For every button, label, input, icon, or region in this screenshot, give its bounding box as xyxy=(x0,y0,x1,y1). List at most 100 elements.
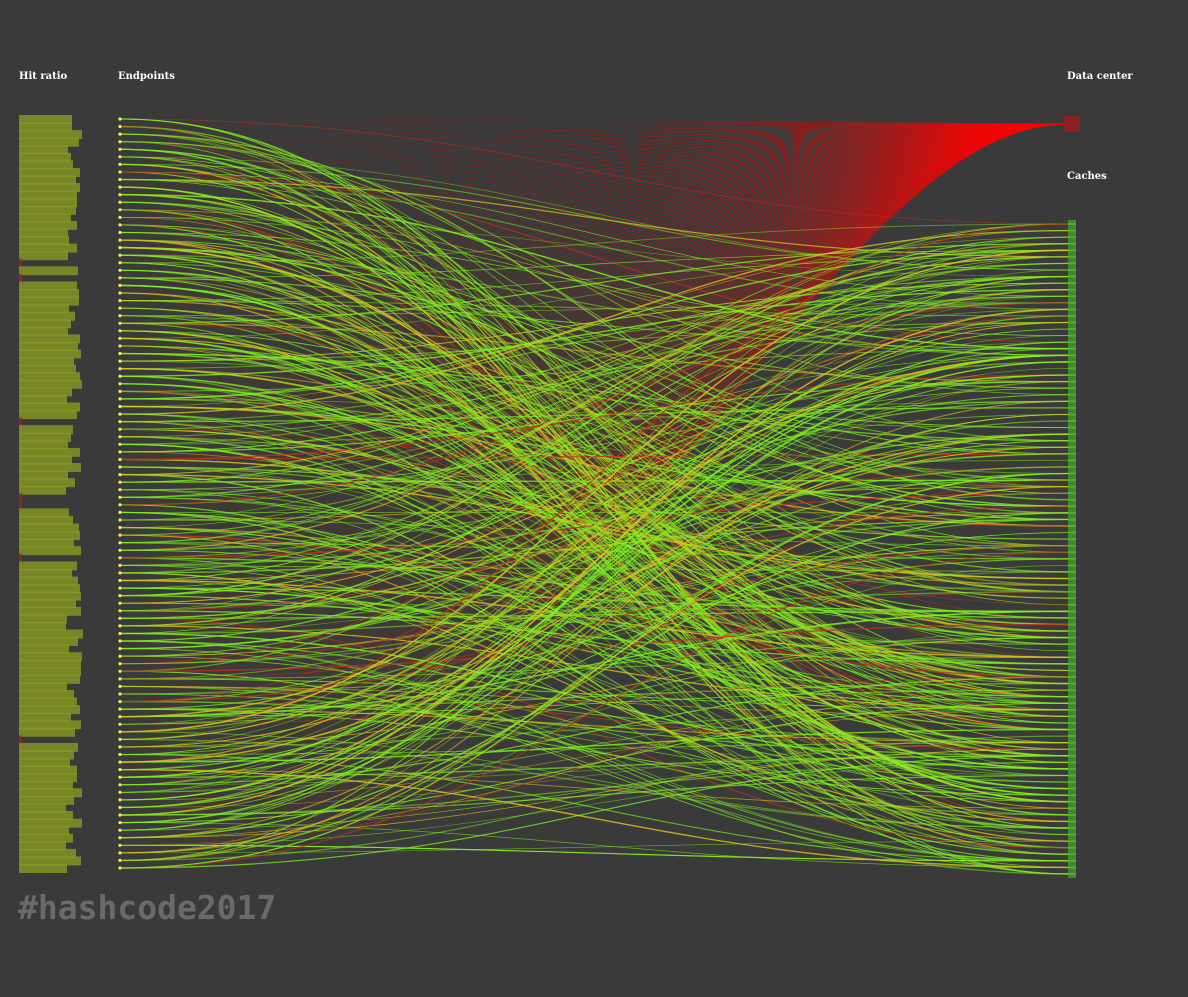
hit-ratio-bar xyxy=(19,198,77,208)
cache-node xyxy=(1068,275,1076,278)
endpoint-node xyxy=(118,223,122,227)
cache-node xyxy=(1068,282,1076,285)
cache-node xyxy=(1068,800,1076,803)
cache-node xyxy=(1068,853,1076,856)
cache-link xyxy=(119,479,1071,567)
hit-ratio-bar xyxy=(19,334,80,344)
hit-ratio-bar xyxy=(19,220,77,230)
cache-link xyxy=(119,433,1071,763)
hit-ratio-bar xyxy=(19,152,71,162)
hit-ratio-bar xyxy=(19,251,68,261)
cache-node xyxy=(1068,623,1076,626)
cache-node xyxy=(1068,846,1076,849)
hit-ratio-bar xyxy=(19,311,75,321)
cache-link xyxy=(119,141,1071,488)
cache-node xyxy=(1068,406,1076,409)
hit-ratio-bar xyxy=(19,629,83,639)
cache-link xyxy=(119,276,1071,808)
hit-ratio-bar xyxy=(19,500,22,510)
hit-ratio-bar xyxy=(19,864,67,873)
cache-link xyxy=(119,762,1071,846)
cache-node xyxy=(1068,748,1076,751)
hit-ratio-bar xyxy=(19,326,68,336)
hit-ratio-bar xyxy=(19,652,82,662)
cache-node xyxy=(1068,544,1076,547)
cache-link xyxy=(119,256,1071,476)
cache-link xyxy=(119,421,1071,868)
data-center-link xyxy=(119,123,1067,128)
cache-link xyxy=(119,224,1071,875)
cache-link xyxy=(119,321,1071,362)
cache-node xyxy=(1068,571,1076,573)
hit-ratio-bar xyxy=(19,168,80,177)
endpoint-node xyxy=(118,140,122,144)
hit-ratio-bar xyxy=(19,690,74,699)
cache-node xyxy=(1068,347,1076,350)
cache-link xyxy=(119,171,1071,343)
hit-ratio-bar xyxy=(19,727,75,737)
cache-link xyxy=(119,532,1071,778)
cache-node xyxy=(1068,242,1076,245)
endpoint-node xyxy=(118,563,122,568)
cache-node xyxy=(1068,597,1076,600)
cache-link xyxy=(119,230,1071,521)
hit-ratio-bar xyxy=(19,750,74,760)
endpoint-node xyxy=(118,321,122,325)
cache-node xyxy=(1068,328,1076,331)
cache-link xyxy=(119,229,1071,415)
cache-link xyxy=(119,223,1071,264)
endpoint-node xyxy=(118,866,122,870)
cache-link xyxy=(119,466,1071,612)
cache-node xyxy=(1068,288,1076,291)
cache-node xyxy=(1068,781,1076,784)
cache-nodes xyxy=(1068,223,1076,875)
cache-node xyxy=(1068,813,1076,816)
endpoint-node xyxy=(118,851,122,855)
endpoint-node xyxy=(118,631,122,636)
cache-node xyxy=(1068,557,1076,560)
cache-link xyxy=(119,696,1071,793)
endpoint-node xyxy=(118,722,122,726)
endpoint-node xyxy=(118,654,122,658)
hit-ratio-bar xyxy=(19,841,66,851)
hit-ratio-bar xyxy=(19,516,73,525)
hit-ratio-bar xyxy=(19,553,22,563)
cache-link xyxy=(119,341,1071,809)
cache-link xyxy=(119,735,1071,862)
hit-ratio-bar xyxy=(19,788,82,798)
endpoint-node xyxy=(118,775,122,779)
hit-ratio-bar xyxy=(19,848,76,858)
endpoint-node xyxy=(118,367,122,371)
endpoint-node xyxy=(118,495,122,499)
cache-link xyxy=(119,485,1071,854)
cache-node xyxy=(1068,564,1076,567)
cache-link xyxy=(119,630,1071,793)
hit-ratio-bar xyxy=(19,266,78,276)
cache-node xyxy=(1068,360,1076,363)
cache-link xyxy=(119,505,1071,665)
endpoint-node xyxy=(118,435,122,439)
endpoint-node xyxy=(118,760,122,764)
hit-ratio-bar xyxy=(19,637,78,646)
hit-ratio-bars xyxy=(19,115,83,873)
cache-link xyxy=(119,330,1071,678)
cache-node xyxy=(1068,643,1076,646)
hit-ratio-bar xyxy=(19,485,66,495)
hit-ratio-bar xyxy=(19,833,73,843)
cache-link xyxy=(119,201,1071,514)
endpoint-node xyxy=(118,525,122,530)
cache-link xyxy=(119,519,1071,547)
hit-ratio-bar xyxy=(19,856,81,866)
cache-node xyxy=(1068,459,1076,462)
endpoint-node xyxy=(118,821,122,825)
cache-link xyxy=(119,440,1071,771)
hashtag-footer: #hashcode2017 xyxy=(18,888,277,927)
cache-link xyxy=(119,755,1071,778)
endpoint-node xyxy=(118,594,122,598)
cache-node xyxy=(1068,229,1076,232)
cache-link xyxy=(119,223,1071,612)
endpoint-node xyxy=(118,480,122,484)
cache-link xyxy=(119,249,1071,733)
cache-link xyxy=(119,276,1071,528)
cache-node xyxy=(1068,479,1076,482)
